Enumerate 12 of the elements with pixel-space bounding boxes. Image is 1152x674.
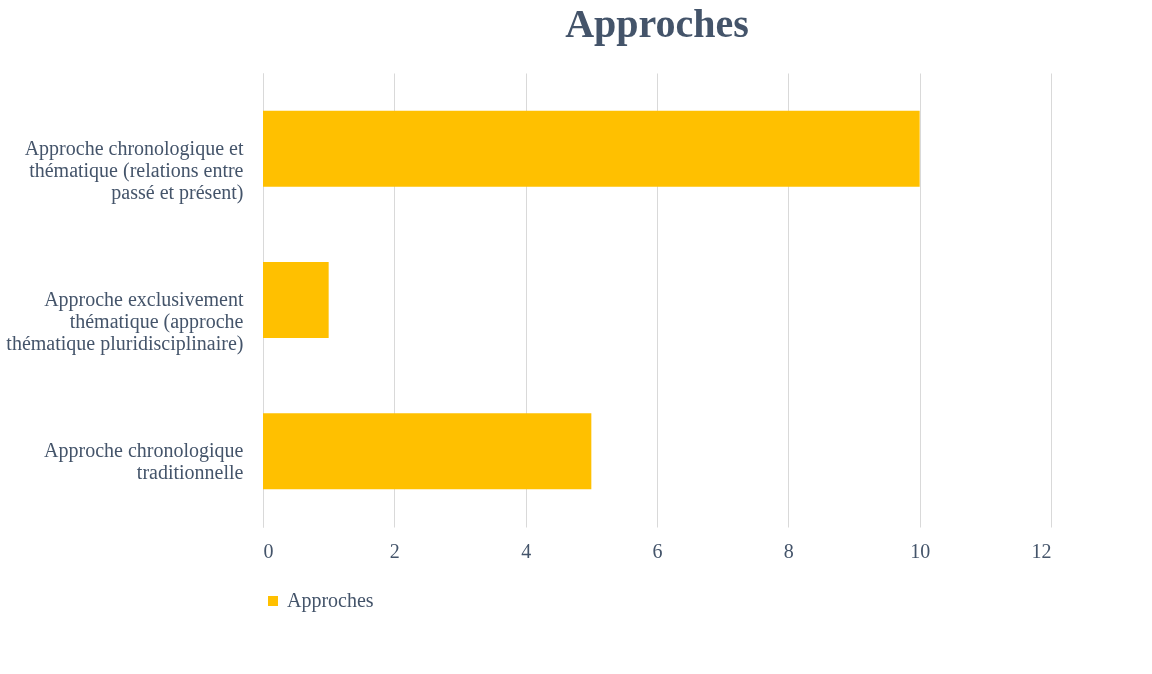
chart-title: Approches — [565, 1, 749, 46]
x-tick-label: 6 — [652, 539, 663, 562]
x-tick-label: 0 — [263, 539, 274, 562]
x-tick-label: 2 — [389, 539, 400, 562]
x-tick-label: 10 — [910, 539, 931, 562]
x-tick-label: 8 — [783, 539, 794, 562]
y-tick-label: Approche chronologique traditionnelle — [44, 439, 244, 484]
legend-label: Approches — [287, 589, 374, 612]
x-tick-label: 4 — [521, 539, 532, 562]
y-tick-label: Approche chronologique et thématique (relations entre passé et présent) — [24, 136, 244, 204]
x-tick-label: 12 — [1031, 539, 1052, 562]
y-tick-label: Approche exclusivement thématique (approche thématique pluridisciplinaire) — [6, 288, 244, 355]
